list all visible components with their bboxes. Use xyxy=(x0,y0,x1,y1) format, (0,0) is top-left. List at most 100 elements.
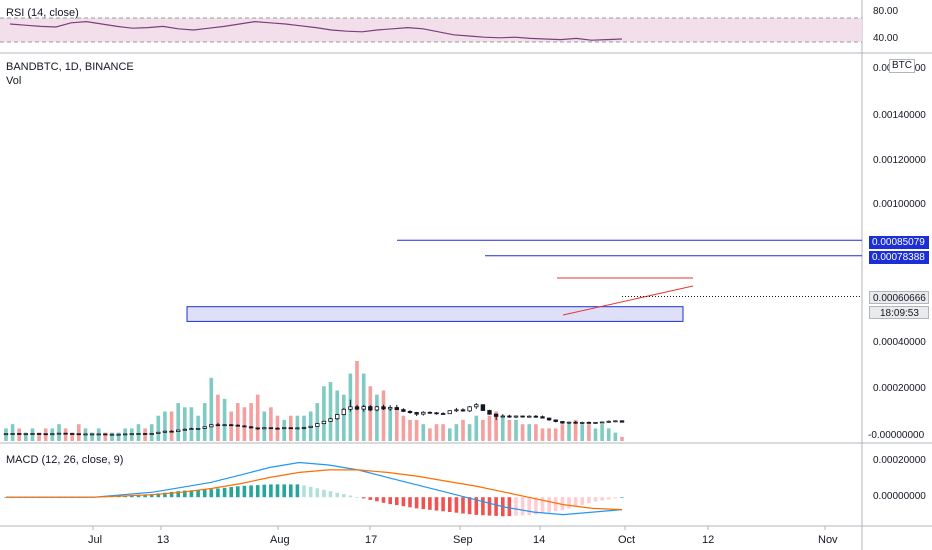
symbol-interval: 1D xyxy=(64,61,79,73)
macd-histogram-bar xyxy=(414,497,419,509)
macd-histogram-bar xyxy=(163,492,167,498)
macd-histogram-bar xyxy=(606,497,611,500)
macd-histogram-bar xyxy=(229,487,233,498)
volume-bar xyxy=(520,424,525,441)
volume-bar xyxy=(176,403,180,441)
volume-bar xyxy=(534,424,538,441)
volume-bar xyxy=(63,428,68,441)
candle-body xyxy=(606,420,611,423)
candle-body xyxy=(387,407,393,410)
volume-bar xyxy=(395,407,399,441)
candle-body xyxy=(103,433,108,436)
volume-bar xyxy=(501,415,505,441)
candle-body xyxy=(434,412,439,415)
candle-body xyxy=(83,433,88,436)
volume-bar xyxy=(434,424,439,441)
candle-body xyxy=(540,416,545,419)
volume-bar xyxy=(183,407,187,441)
candle-body xyxy=(520,415,525,418)
macd-level-label: 0.00020000 xyxy=(873,455,926,466)
candle-body xyxy=(162,430,168,433)
volume-bar xyxy=(322,386,326,441)
macd-histogram-bar xyxy=(587,497,591,503)
candle-body xyxy=(242,425,247,428)
candle-body xyxy=(255,427,260,430)
volume-bar xyxy=(10,424,15,441)
price-axis-label: 0.00040000 xyxy=(873,337,926,348)
volume-bar xyxy=(222,398,227,441)
currency-badge[interactable]: BTC xyxy=(889,59,915,73)
macd-histogram-bar xyxy=(322,489,326,498)
volume-bar xyxy=(388,407,392,441)
volume-bar xyxy=(37,432,41,441)
candle-body xyxy=(354,406,360,410)
candle-body xyxy=(235,424,240,427)
macd-histogram-bar xyxy=(169,491,174,498)
candle-body xyxy=(513,415,519,418)
volume-bar xyxy=(156,415,161,441)
macd-histogram-bar xyxy=(567,497,571,509)
candle-body xyxy=(70,433,75,435)
volume-bar xyxy=(481,419,485,441)
macd-histogram-bar xyxy=(249,485,253,498)
candle-body xyxy=(348,406,353,410)
candle-body xyxy=(129,433,134,436)
macd-histogram-bar xyxy=(156,493,161,498)
price-axis-label: 0.00120000 xyxy=(873,155,926,166)
macd-histogram-bar xyxy=(262,484,267,498)
candle-body xyxy=(381,406,386,410)
candle-body xyxy=(202,426,207,429)
macd-histogram-bar xyxy=(467,497,472,515)
candle-body xyxy=(30,433,35,435)
candle-body xyxy=(374,406,380,411)
macd-histogram-bar xyxy=(236,486,240,498)
volume-bar xyxy=(461,419,465,441)
macd-histogram-bar xyxy=(454,497,459,513)
candle-body xyxy=(361,406,366,410)
candle-body xyxy=(593,421,598,424)
price-axis-label: -0.00000000 xyxy=(868,430,925,441)
candle-body xyxy=(533,415,539,418)
rsi-level-80: 80.00 xyxy=(873,6,899,17)
macd-histogram-bar xyxy=(222,487,227,498)
macd-histogram-bar xyxy=(355,497,359,498)
macd-histogram-bar xyxy=(189,490,194,498)
macd-histogram-bar xyxy=(196,489,200,498)
candle-body xyxy=(427,411,433,414)
price-axis-label: 0.00020000 xyxy=(873,383,926,394)
volume-bar xyxy=(487,415,492,441)
macd-histogram-bar xyxy=(388,497,392,505)
macd-histogram-bar xyxy=(487,497,492,516)
countdown-tag: 18:09:53 xyxy=(869,306,929,319)
candle-body xyxy=(149,433,154,435)
volume-bar xyxy=(580,424,584,441)
volume-bar xyxy=(90,432,94,441)
candle-body xyxy=(43,433,48,436)
volume-bar xyxy=(620,436,624,441)
price-axis-label: 0.00100000 xyxy=(873,199,926,210)
candle-body xyxy=(209,424,214,428)
macd-histogram-bar xyxy=(295,484,300,498)
candle-body xyxy=(248,426,254,429)
candle-body xyxy=(454,409,459,412)
support-zone xyxy=(186,306,684,322)
macd-histogram-bar xyxy=(593,497,598,502)
macd-histogram-bar xyxy=(395,497,399,506)
candle-body xyxy=(394,407,399,410)
macd-histogram-bar xyxy=(308,486,313,498)
volume-bar xyxy=(474,415,479,441)
macd-histogram-bar xyxy=(315,488,320,498)
time-label: Nov xyxy=(818,534,838,546)
volume-bar xyxy=(269,407,273,441)
candle-body xyxy=(268,427,274,430)
candle-body xyxy=(566,421,572,424)
macd-histogram-bar xyxy=(335,492,339,498)
macd-histogram-bar xyxy=(368,497,373,500)
candle-body xyxy=(315,423,320,427)
volume-bar xyxy=(401,415,406,441)
candle-body xyxy=(136,433,141,435)
volume-bar xyxy=(24,432,28,441)
volume-bar xyxy=(355,361,359,441)
candle-body xyxy=(215,424,221,427)
